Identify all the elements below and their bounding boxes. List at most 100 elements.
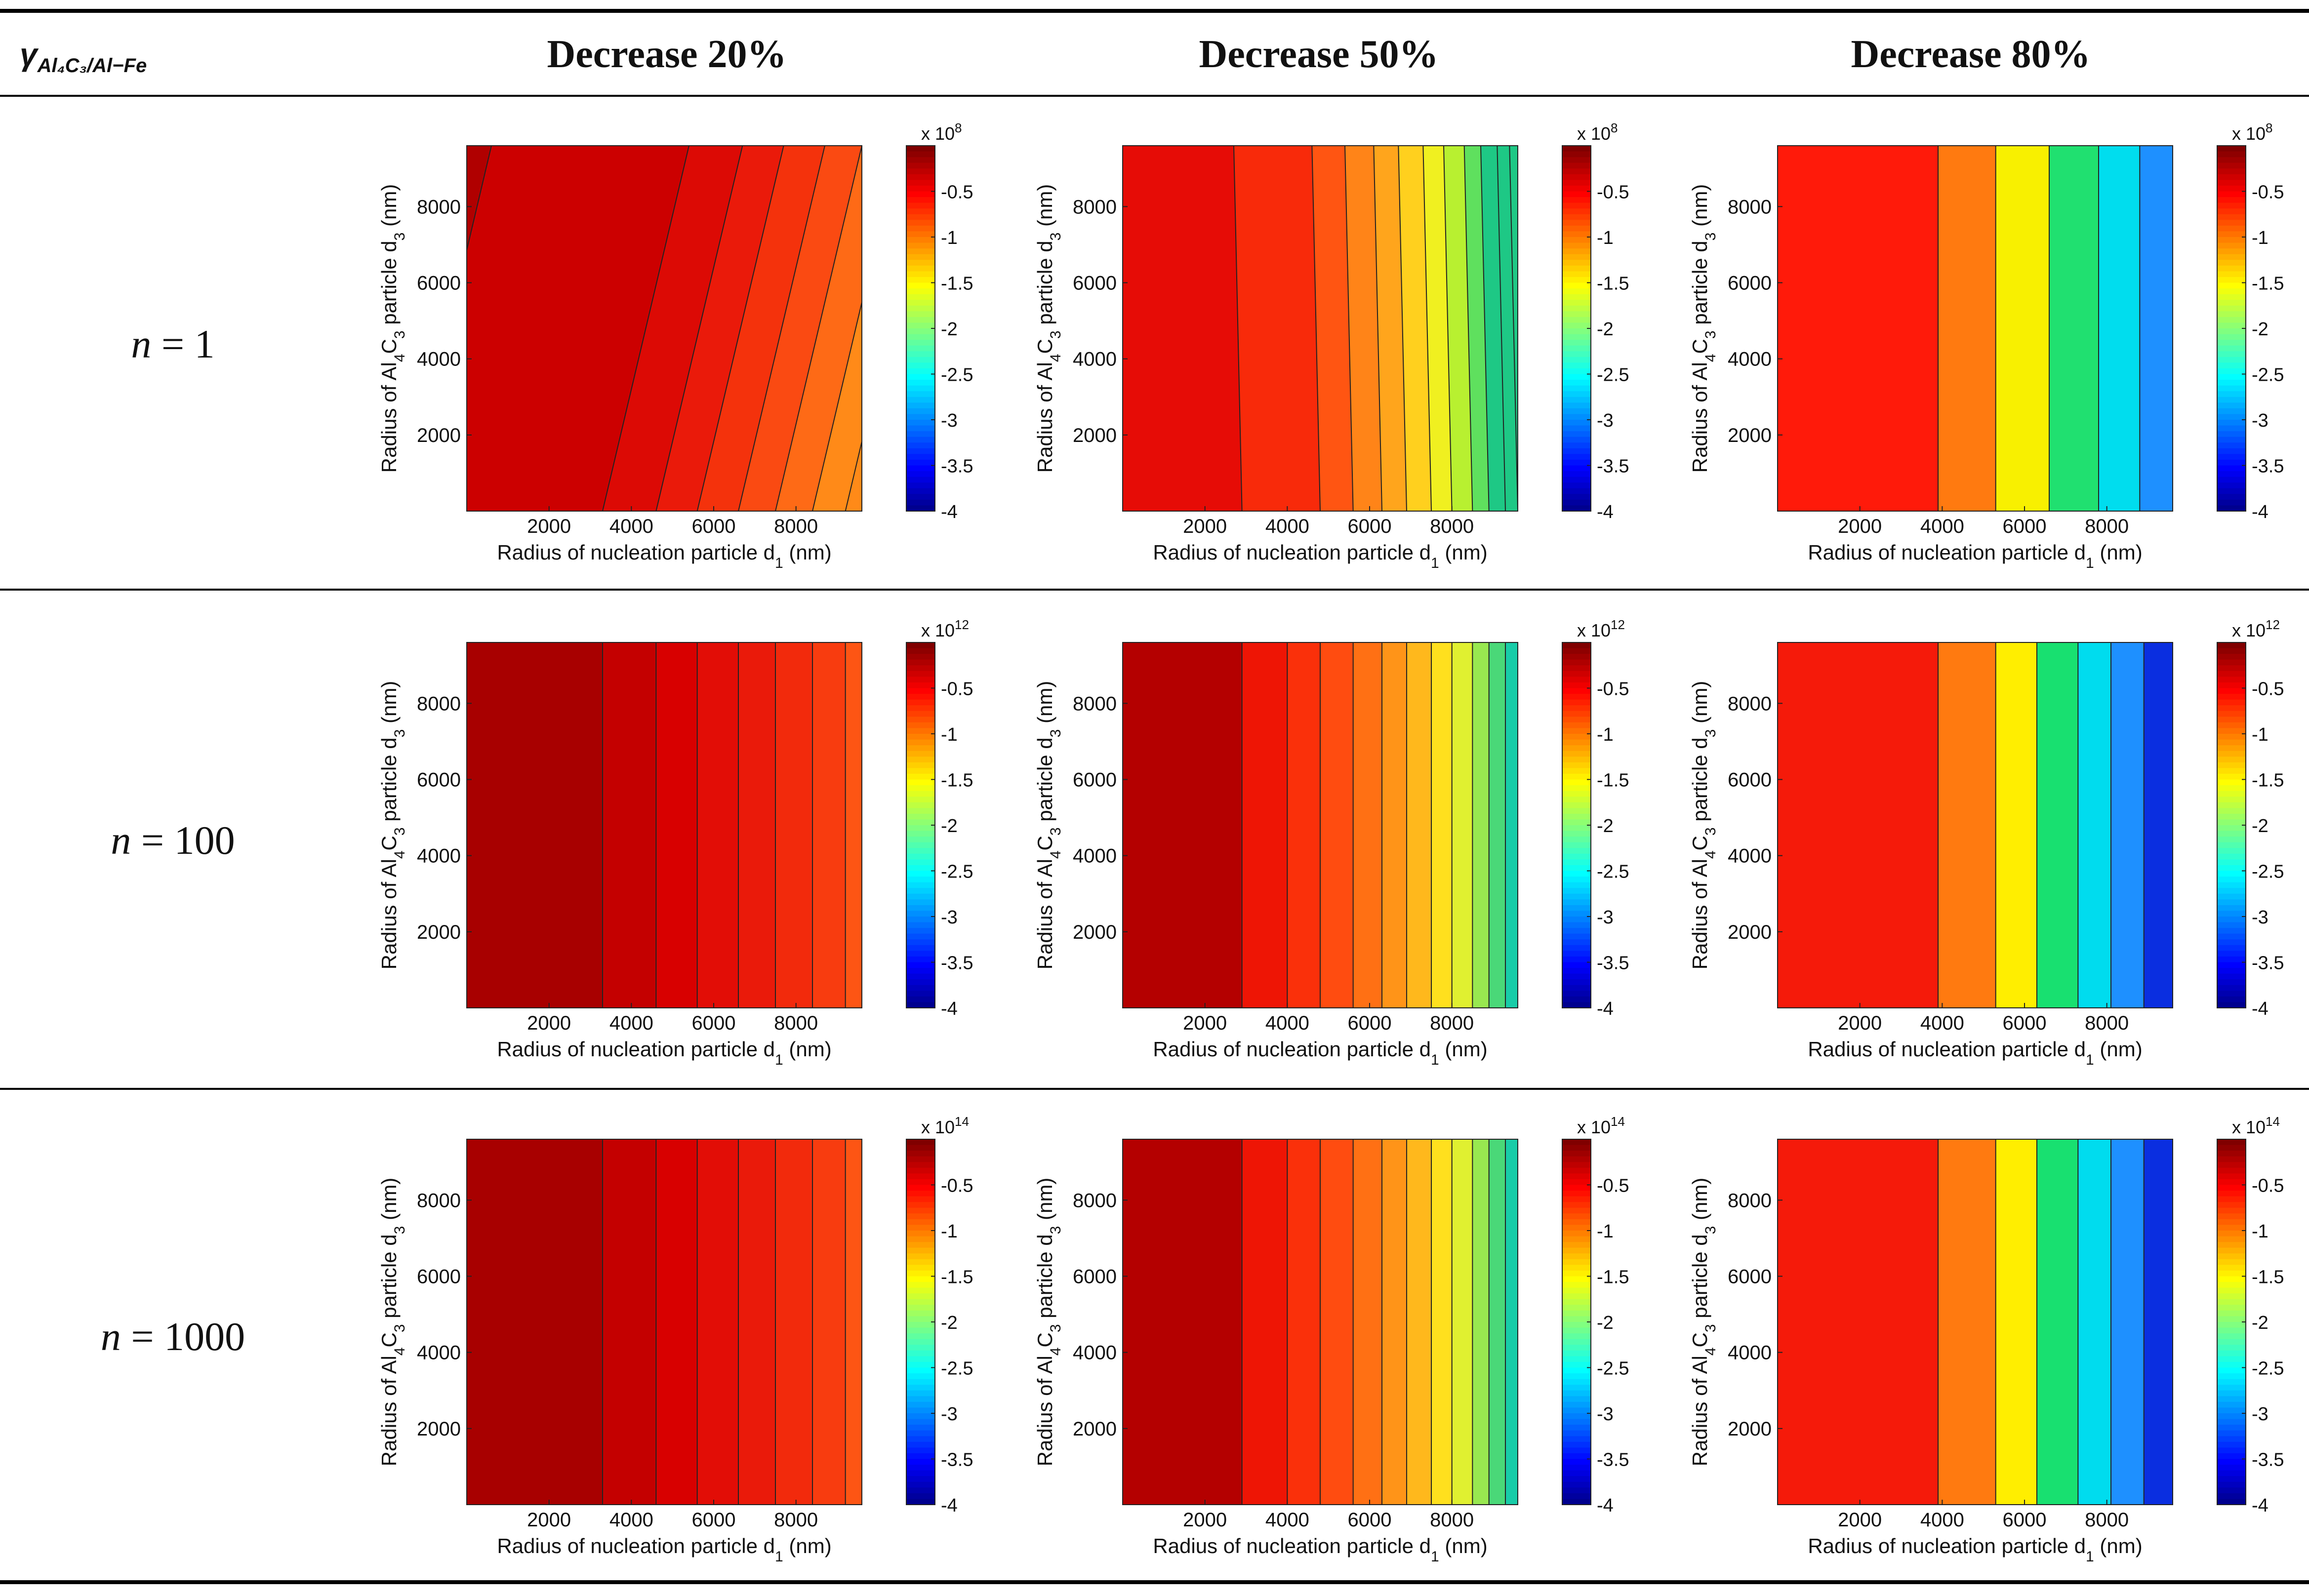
colorbar-tick-label: -1 xyxy=(2252,1221,2268,1242)
colorbar-segment xyxy=(906,762,935,769)
y-tick-label: 2000 xyxy=(1728,425,1772,446)
row-label-n1000-value: = 1000 xyxy=(131,1314,245,1359)
y-tick-label: 4000 xyxy=(417,1342,461,1364)
colorbar-segment xyxy=(1562,362,1591,369)
contour-band xyxy=(1489,1139,1506,1505)
y-tick-label: 6000 xyxy=(1073,273,1117,294)
colorbar-segment xyxy=(906,933,935,940)
colorbar-segment xyxy=(906,699,935,706)
contour-band xyxy=(2037,1139,2078,1505)
colorbar-segment xyxy=(1562,1259,1591,1266)
colorbar-segment xyxy=(2217,1231,2246,1237)
colorbar-segment xyxy=(1562,397,1591,403)
colorbar-segment xyxy=(1562,865,1591,872)
colorbar-segment xyxy=(2217,1270,2246,1277)
colorbar-segment xyxy=(1562,1379,1591,1386)
colorbar-tick-label: -3.5 xyxy=(941,456,973,477)
colorbar-segment xyxy=(1562,968,1591,974)
colorbar-segment xyxy=(2217,1465,2246,1471)
colorbar-segment xyxy=(2217,391,2246,398)
colorbar-segment xyxy=(906,277,935,283)
colorbar-segment xyxy=(2217,842,2246,849)
colorbar-segment xyxy=(906,665,935,672)
colorbar-segment xyxy=(906,425,935,432)
x-tick-label: 6000 xyxy=(2003,1012,2047,1034)
y-tick-label: 4000 xyxy=(1728,845,1772,867)
colorbar-segment xyxy=(1562,837,1591,843)
colorbar-segment xyxy=(2217,813,2246,820)
colorbar-segment xyxy=(906,328,935,335)
colorbar-segment xyxy=(2217,397,2246,403)
y-tick-label: 4000 xyxy=(1073,349,1117,370)
contour-band xyxy=(1320,1139,1354,1505)
plot-frame xyxy=(466,1139,862,1505)
contour-band xyxy=(1353,642,1382,1008)
colorbar-tick-label: -3.5 xyxy=(941,1450,973,1471)
colorbar-tick-label: -1.5 xyxy=(941,770,973,791)
colorbar-segment xyxy=(2217,1322,2246,1328)
colorbar-segment xyxy=(906,1287,935,1294)
contour-isoline xyxy=(1021,146,1028,511)
y-tick-label: 4000 xyxy=(417,349,461,370)
panel-n1000-dec80: 2000 4000 6000 8000 2000 4000 6000 8000 Radius o… xyxy=(1676,1102,2309,1596)
colorbar-tick-label: -1 xyxy=(941,1221,958,1242)
colorbar-segment xyxy=(906,1425,935,1431)
y-tick-label: 2000 xyxy=(417,1418,461,1440)
contour-band xyxy=(2111,1139,2145,1505)
colorbar-segment xyxy=(2217,362,2246,369)
x-axis-label: Radius of nucleation particle d1 (nm) xyxy=(1153,1534,1487,1565)
colorbar-segment xyxy=(1562,380,1591,386)
colorbar-segment xyxy=(2217,1401,2246,1408)
x-tick-label: 6000 xyxy=(2003,1509,2047,1531)
colorbar-segment xyxy=(906,345,935,352)
colorbar-tick-label: -0.5 xyxy=(941,182,973,203)
colorbar-segment xyxy=(2217,1207,2246,1214)
contour-band xyxy=(1778,642,1939,1008)
colorbar-segment xyxy=(906,945,935,952)
colorbar-segment xyxy=(906,848,935,854)
colorbar-segment xyxy=(1562,933,1591,940)
colorbar-segment xyxy=(2217,254,2246,261)
contour-isoline xyxy=(1311,146,1321,511)
colorbar-segment xyxy=(2217,1499,2246,1505)
colorbar-segment xyxy=(2217,745,2246,752)
colorbar-segment xyxy=(2217,1367,2246,1374)
x-tick-label: 6000 xyxy=(2003,516,2047,537)
colorbar-segment xyxy=(1562,437,1591,443)
colorbar-segment xyxy=(906,671,935,678)
colorbar-segment xyxy=(1562,494,1591,500)
colorbar-segment xyxy=(2217,1002,2246,1008)
contour-band xyxy=(1123,642,1243,1008)
colorbar-segment xyxy=(1562,842,1591,849)
colorbar-segment xyxy=(906,414,935,420)
colorbar-segment xyxy=(1562,448,1591,455)
colorbar-tick-label: -1 xyxy=(1597,1221,1614,1242)
colorbar-segment xyxy=(906,282,935,289)
colorbar-segment xyxy=(1562,945,1591,952)
colorbar-segment xyxy=(906,294,935,301)
plot-frame xyxy=(1777,145,2173,512)
colorbar-segment xyxy=(1562,260,1591,266)
colorbar-segment xyxy=(2217,951,2246,957)
colorbar-tick-label: -2.5 xyxy=(2252,1358,2284,1379)
panel-n1000-dec20: 2000 4000 6000 8000 2000 4000 6000 8000 Radius o… xyxy=(365,1102,1017,1596)
colorbar-segment xyxy=(906,317,935,323)
colorbar-segment xyxy=(2217,659,2246,666)
colorbar-segment xyxy=(2217,973,2246,980)
colorbar-segment xyxy=(906,1499,935,1505)
colorbar-segment xyxy=(1562,1236,1591,1243)
colorbar-segment xyxy=(906,1385,935,1391)
colorbar-segment xyxy=(906,831,935,838)
colorbar-segment xyxy=(906,242,935,249)
colorbar-segment xyxy=(906,185,935,192)
colorbar-segment xyxy=(2217,768,2246,774)
x-tick-label: 2000 xyxy=(1183,1509,1227,1531)
colorbar-segment xyxy=(2217,1447,2246,1454)
contour-band xyxy=(1938,1139,1996,1505)
colorbar-segment xyxy=(2217,1373,2246,1380)
colorbar-segment xyxy=(1562,1219,1591,1226)
contour-isoline xyxy=(775,146,862,511)
y-axis-label: Radius of Al4C3 particle d3 (nm) xyxy=(1033,681,1064,970)
colorbar-segment xyxy=(2217,459,2246,466)
colorbar-segment xyxy=(1562,819,1591,826)
